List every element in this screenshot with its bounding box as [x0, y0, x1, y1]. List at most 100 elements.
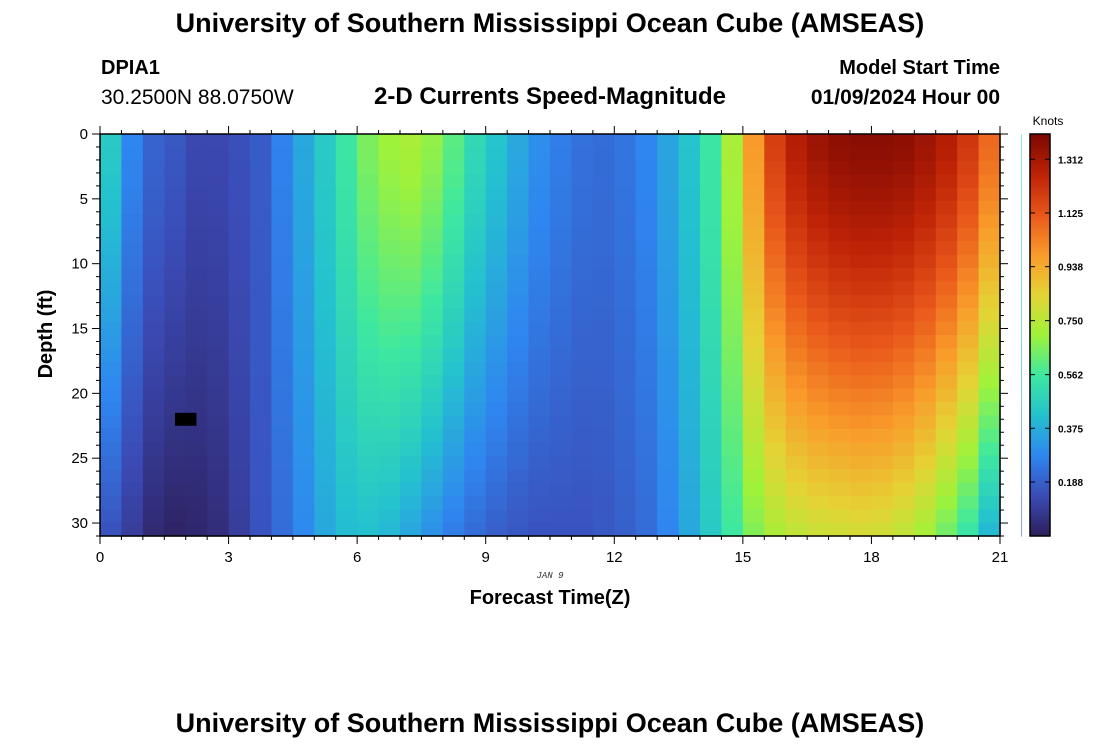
- heatmap-cell: [935, 415, 958, 430]
- heatmap-cell: [507, 308, 530, 323]
- heatmap-cell: [635, 469, 658, 483]
- heatmap-cell: [442, 294, 465, 309]
- heatmap-cell: [914, 522, 937, 537]
- heatmap-cell: [507, 402, 530, 416]
- heatmap-cell: [614, 348, 637, 363]
- heatmap-cell: [957, 402, 980, 416]
- heatmap-cell: [528, 509, 551, 524]
- heatmap-cell: [700, 522, 723, 537]
- heatmap-cell: [142, 522, 165, 537]
- heatmap-cell: [871, 174, 894, 189]
- heatmap-cell: [700, 375, 723, 390]
- heatmap-cell: [807, 335, 830, 349]
- heatmap-cell: [892, 321, 915, 336]
- heatmap-cell: [678, 187, 701, 202]
- heatmap-cell: [785, 469, 808, 483]
- heatmap-cell: [335, 227, 358, 242]
- heatmap-cell: [100, 281, 123, 296]
- heatmap-cell: [592, 308, 615, 323]
- heatmap-cell: [914, 201, 937, 215]
- heatmap-cell: [550, 402, 573, 416]
- heatmap-cell: [678, 361, 701, 376]
- heatmap-cell: [871, 509, 894, 524]
- heatmap-cell: [421, 388, 444, 403]
- heatmap-cell: [250, 214, 273, 229]
- heatmap-cell: [592, 201, 615, 215]
- heatmap-cell: [871, 348, 894, 363]
- heatmap-cell: [785, 455, 808, 470]
- heatmap-cell: [807, 201, 830, 215]
- heatmap-cell: [550, 348, 573, 363]
- heatmap-cell: [185, 495, 208, 510]
- heatmap-cell: [250, 455, 273, 470]
- heatmap-cell: [485, 375, 508, 390]
- heatmap-cell: [935, 294, 958, 309]
- heatmap-cell: [785, 294, 808, 309]
- heatmap-cell: [657, 455, 680, 470]
- heatmap-cell: [721, 388, 744, 403]
- heatmap-cell: [100, 428, 123, 443]
- heatmap-cell: [550, 214, 573, 229]
- heatmap-cell: [507, 442, 530, 457]
- heatmap-cell: [421, 335, 444, 349]
- heatmap-cell: [271, 281, 294, 296]
- heatmap-cell: [250, 388, 273, 403]
- heatmap-cell: [142, 214, 165, 229]
- heatmap-cell: [742, 415, 765, 430]
- heatmap-cell: [742, 214, 765, 229]
- heatmap-cell: [807, 281, 830, 296]
- heatmap-cell: [207, 134, 230, 148]
- heatmap-cell: [528, 495, 551, 510]
- heatmap-cell: [335, 308, 358, 323]
- heatmap-cell: [357, 495, 380, 510]
- heatmap-cell: [635, 281, 658, 296]
- heatmap-cell: [914, 442, 937, 457]
- heatmap-cell: [935, 455, 958, 470]
- heatmap-cell: [764, 348, 787, 363]
- heatmap-cell: [700, 134, 723, 148]
- heatmap-cell: [314, 375, 337, 390]
- heatmap-cell: [271, 147, 294, 162]
- heatmap-cell: [871, 335, 894, 349]
- heatmap-cell: [635, 455, 658, 470]
- heatmap-cell: [121, 455, 144, 470]
- heatmap-cell: [100, 174, 123, 189]
- heatmap-cell: [828, 415, 851, 430]
- heatmap-cell: [400, 294, 423, 309]
- heatmap-cell: [335, 495, 358, 510]
- station-coordinates: 30.2500N 88.0750W: [101, 86, 294, 109]
- heatmap-cell: [978, 174, 1001, 189]
- heatmap-cell: [185, 522, 208, 537]
- heatmap-cell: [207, 469, 230, 483]
- heatmap-cell: [442, 428, 465, 443]
- heatmap-cell: [164, 375, 187, 390]
- heatmap-cell: [121, 428, 144, 443]
- heatmap-cell: [100, 308, 123, 323]
- heatmap-cell: [400, 375, 423, 390]
- heatmap-cell: [764, 375, 787, 390]
- heatmap-cell: [357, 428, 380, 443]
- heatmap-cell: [378, 254, 401, 269]
- heatmap-cell: [485, 160, 508, 175]
- heatmap-cell: [378, 268, 401, 282]
- heatmap-cell: [935, 442, 958, 457]
- colorbar-tick-label: 0.938: [1058, 263, 1083, 274]
- heatmap-cell: [421, 254, 444, 269]
- heatmap-cell: [635, 375, 658, 390]
- heatmap-cell: [528, 361, 551, 376]
- heatmap-cell: [914, 321, 937, 336]
- heatmap-cell: [635, 241, 658, 256]
- heatmap-cell: [635, 147, 658, 162]
- heatmap-cell: [914, 361, 937, 376]
- heatmap-cell: [400, 227, 423, 242]
- heatmap-cell: [442, 214, 465, 229]
- heatmap-cell: [678, 160, 701, 175]
- heatmap-cell: [164, 134, 187, 148]
- heatmap-cell: [764, 388, 787, 403]
- heatmap-cell: [507, 495, 530, 510]
- heatmap-cell: [378, 147, 401, 162]
- heatmap-cell: [935, 482, 958, 497]
- heatmap-cell: [485, 415, 508, 430]
- heatmap-cell: [935, 348, 958, 363]
- heatmap-cell: [742, 321, 765, 336]
